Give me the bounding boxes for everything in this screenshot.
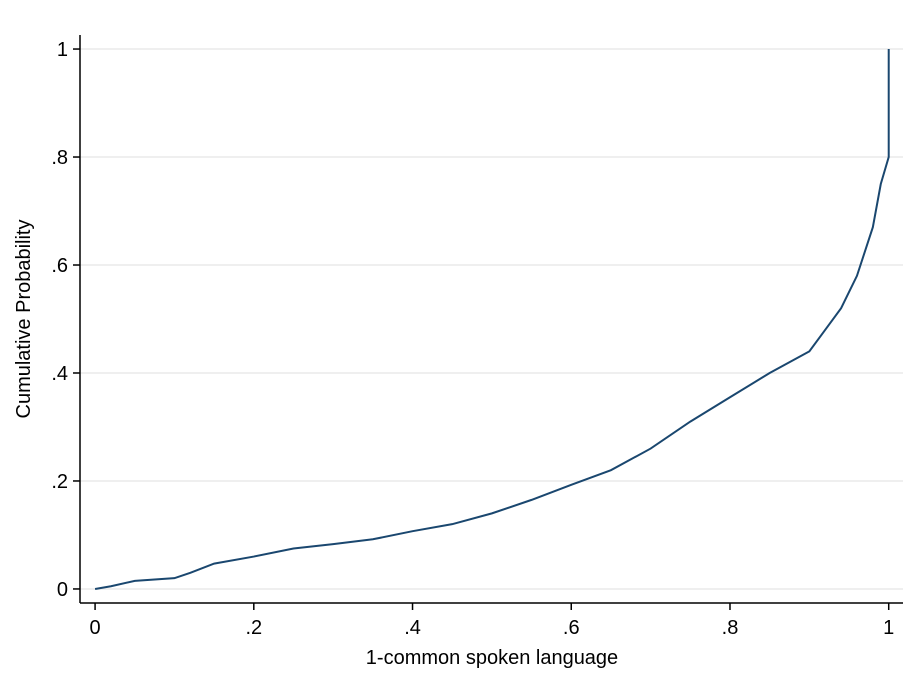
x-tick-label: 0 bbox=[90, 617, 101, 639]
data-line bbox=[94, 49, 890, 590]
y-tick-label: 1 bbox=[57, 39, 68, 61]
y-tick-label: .2 bbox=[51, 471, 68, 493]
x-tick-label: .4 bbox=[404, 617, 421, 639]
y-tick-label: .4 bbox=[51, 363, 68, 385]
y-axis-label: Cumulative Probability bbox=[13, 220, 35, 419]
x-tick-label: .6 bbox=[563, 617, 580, 639]
x-tick-label: .2 bbox=[245, 617, 262, 639]
x-tick-label: 1 bbox=[883, 617, 894, 639]
y-tick-label: .6 bbox=[51, 255, 68, 277]
y-tick-label: .8 bbox=[51, 147, 68, 169]
x-axis-label: 1-common spoken language bbox=[366, 647, 618, 669]
y-tick-label: 0 bbox=[57, 579, 68, 601]
x-tick-label: .8 bbox=[722, 617, 739, 639]
